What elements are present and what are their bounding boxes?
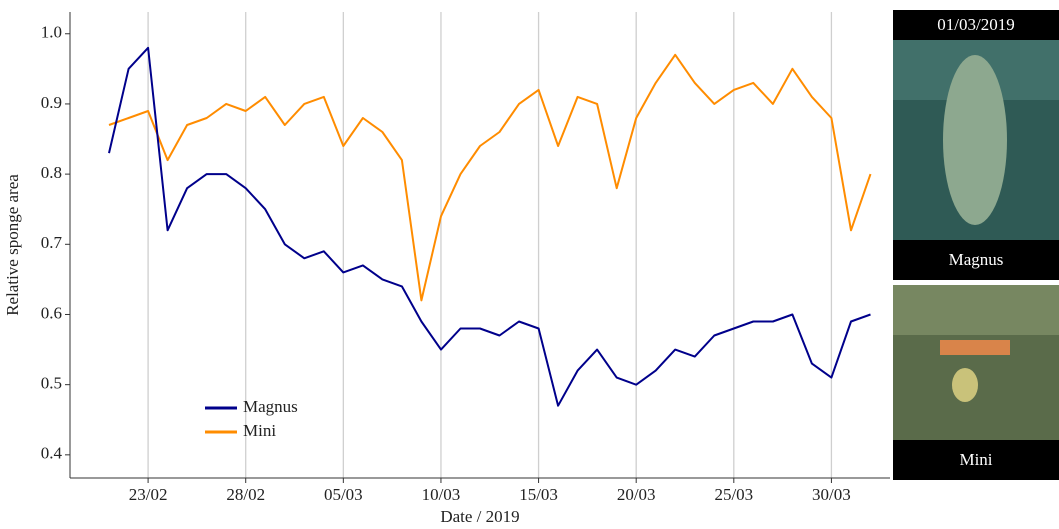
y-tick-label: 0.7 (41, 233, 63, 252)
legend-label: Magnus (243, 397, 298, 416)
y-tick-label: 0.8 (41, 163, 62, 182)
photo-texture (893, 285, 1059, 335)
x-axis-label: Date / 2019 (440, 507, 519, 526)
side-panel: 01/03/2019 Magnus Mini (893, 10, 1059, 480)
panel-label: Mini (959, 450, 992, 469)
series-line (108, 53, 872, 302)
coral (940, 340, 1010, 355)
sponge (943, 55, 1007, 225)
panel-label: Magnus (949, 250, 1004, 269)
y-tick-label: 0.5 (41, 374, 62, 393)
date-bar (893, 10, 1059, 40)
x-tick-label: 25/03 (714, 485, 753, 504)
y-tick-label: 0.6 (41, 303, 62, 322)
x-tick-label: 23/02 (129, 485, 168, 504)
y-tick-label: 0.9 (41, 93, 62, 112)
x-tick-label: 20/03 (617, 485, 656, 504)
x-tick-label: 10/03 (422, 485, 461, 504)
panel-date: 01/03/2019 (937, 15, 1014, 34)
y-tick-label: 0.4 (41, 444, 63, 463)
y-tick-label: 1.0 (41, 23, 62, 42)
y-axis-label: Relative sponge area (3, 174, 22, 316)
x-tick-label: 28/02 (226, 485, 265, 504)
sponge (952, 368, 978, 402)
x-tick-label: 30/03 (812, 485, 851, 504)
label-bar (893, 440, 1059, 480)
x-tick-label: 15/03 (519, 485, 558, 504)
legend-label: Mini (243, 421, 276, 440)
label-bar (893, 240, 1059, 280)
x-tick-label: 05/03 (324, 485, 363, 504)
series-line (108, 46, 871, 407)
